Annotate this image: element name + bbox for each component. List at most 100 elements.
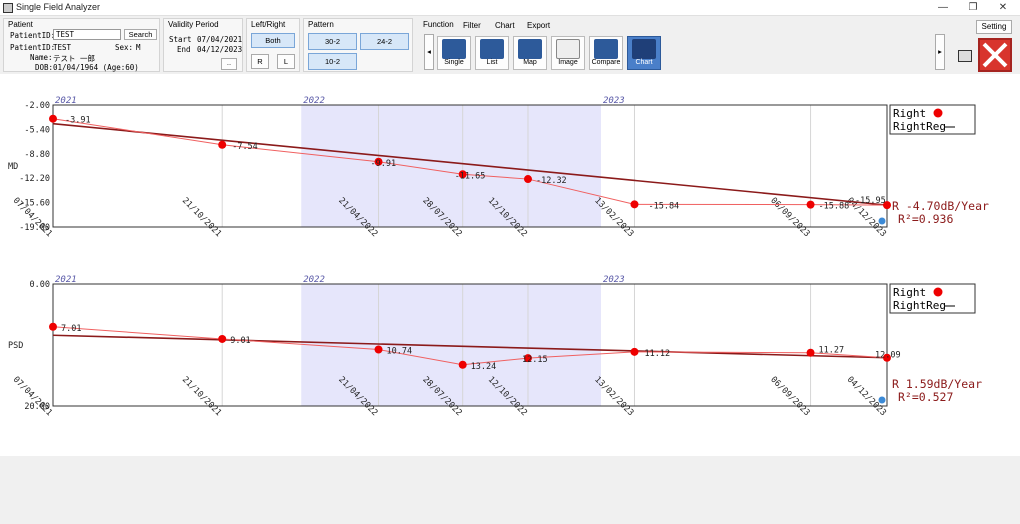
image-function-button[interactable]: Image (551, 36, 585, 70)
scroll-right-button[interactable]: ▸ (935, 34, 945, 70)
chart2-point-label: 11.12 (644, 349, 670, 359)
chart2-data-point (523, 354, 532, 363)
list-function-button[interactable]: List (475, 36, 509, 70)
left-eye-button[interactable]: L (277, 54, 295, 69)
map-function-button[interactable]: Map (513, 36, 547, 70)
chart2-point-label: 10.74 (387, 347, 413, 357)
pattern-24-2-button[interactable]: 24-2 (360, 33, 409, 50)
exit-button[interactable] (978, 38, 1012, 72)
chart1-y-tick-label: -5.40 (24, 125, 50, 135)
printer-icon[interactable] (958, 50, 972, 62)
sex-value: M (136, 43, 141, 52)
chart2-marker-icon (878, 396, 886, 404)
sex-label: Sex: (115, 43, 134, 52)
list-label: List (486, 59, 498, 66)
menu-function[interactable]: Function (423, 20, 454, 29)
chart2-point-label: 9.01 (230, 336, 250, 346)
chart1-point-label: -3.91 (65, 116, 91, 126)
chart1-y-tick-label: -2.00 (24, 101, 50, 111)
map-label: Map (523, 59, 537, 66)
chart1-legend-dot (933, 108, 943, 118)
single-label: Single (444, 59, 464, 66)
chart2-data-point (883, 353, 891, 362)
chart1-legend-right: Right (893, 107, 926, 120)
chart1-data-point (523, 175, 532, 184)
chart2-data-point (806, 348, 815, 357)
menu-filter[interactable]: Filter (463, 21, 481, 30)
chart2-data-point (630, 347, 639, 356)
chart-area: -2.00 -5.40 -8.80 -12.20 -15.60 -19.00 MD 2021 2… (0, 74, 1020, 456)
chart2-x-tick-label: 06/09/2023 (768, 375, 811, 418)
pattern-10-2-button[interactable]: 10-2 (308, 53, 357, 70)
pattern-30-2-button[interactable]: 30-2 (308, 33, 357, 50)
chart1-data-point (49, 114, 57, 123)
dob-value: 01/04/1964 (Age:60) (53, 63, 139, 72)
compare-function-button[interactable]: Compare (589, 36, 623, 70)
chart1-data-point (630, 200, 639, 209)
chart1-series-line (52, 118, 888, 206)
validity-group-label: Validity Period (168, 20, 219, 29)
image-label: Image (558, 59, 578, 66)
patient-id-value: TEST (53, 43, 72, 52)
chart2-year-label: 2022 (303, 275, 325, 285)
chart2-highlight-band (301, 284, 601, 406)
both-eyes-button[interactable]: Both (251, 33, 295, 48)
chart1-data-point (458, 170, 467, 179)
leftright-group: Left/Right Both R L (246, 18, 300, 72)
chart-icon (632, 39, 656, 59)
menu-chart[interactable]: Chart (495, 21, 515, 30)
single-icon (442, 39, 466, 59)
chart2-y-label: PSD (8, 341, 23, 351)
patient-id-search-label: PatientID: (10, 31, 56, 40)
chart2-point-label: 12.15 (522, 355, 548, 365)
chart2-year-label: 2021 (55, 275, 77, 285)
compare-icon (594, 39, 618, 59)
start-date[interactable]: 07/04/2021 (197, 35, 243, 44)
window-title: Single Field Analyzer (16, 2, 101, 12)
end-date[interactable]: 04/12/2023 (197, 45, 243, 54)
chart2-point-label: 12.09 (875, 351, 901, 361)
chart1-point-label: -12.32 (536, 176, 567, 186)
exit-x-icon (982, 42, 1008, 68)
chart1-y-tick-label: -15.60 (19, 199, 50, 209)
chart2-y-tick-label: 0.00 (30, 280, 50, 290)
chart2-legend-rightreg: RightReg (893, 299, 946, 312)
chart2-point-label: 13.24 (471, 362, 497, 372)
scroll-left-button[interactable]: ◂ (424, 34, 434, 70)
chart1-legend-box (889, 104, 976, 135)
chart2-data-point (458, 360, 467, 369)
patient-id-label: PatientID: (10, 43, 56, 52)
chart1-data-point (374, 157, 383, 166)
chart1-point-label: -11.65 (455, 171, 486, 181)
chart2-y-tick-label: 20.00 (24, 402, 50, 412)
patient-id-input[interactable]: TEST (53, 29, 121, 40)
single-function-button[interactable]: Single (437, 36, 471, 70)
chart1-marker-icon (878, 217, 886, 225)
chart-function-button[interactable]: Chart (627, 36, 661, 70)
start-label: Start (169, 35, 192, 44)
chart1-y-tick-label: -12.20 (19, 174, 50, 184)
image-icon (556, 39, 580, 59)
right-eye-button[interactable]: R (251, 54, 269, 69)
chart1-highlight-band (301, 105, 601, 227)
chart1-year-label: 2022 (303, 96, 325, 106)
chart2-regression-line (52, 334, 888, 359)
chart1-y-label: MD (8, 162, 18, 172)
chart2-frame (52, 283, 888, 407)
period-more-button[interactable]: .. (221, 58, 237, 70)
chart2-slope-label: R 1.59dB/Year (892, 377, 982, 391)
chart1-year-label: 2021 (55, 96, 77, 106)
minimize-button[interactable]: — (938, 2, 948, 13)
toolbar: Patient PatientID: TEST Search PatientID… (0, 16, 1020, 74)
close-window-button[interactable]: ✕ (998, 2, 1008, 13)
chart2-series-line (52, 326, 888, 366)
patient-group: Patient PatientID: TEST Search PatientID… (3, 18, 160, 72)
maximize-button[interactable]: ❐ (968, 2, 978, 13)
menu-export[interactable]: Export (527, 21, 551, 30)
chart1-r2-label: R²=0.936 (898, 212, 953, 226)
chart1-data-point (883, 201, 891, 210)
dob-label: DOB: (35, 63, 54, 72)
search-button[interactable]: Search (124, 29, 157, 40)
chart-label: Chart (635, 59, 653, 66)
setting-button[interactable]: Setting (976, 20, 1012, 34)
